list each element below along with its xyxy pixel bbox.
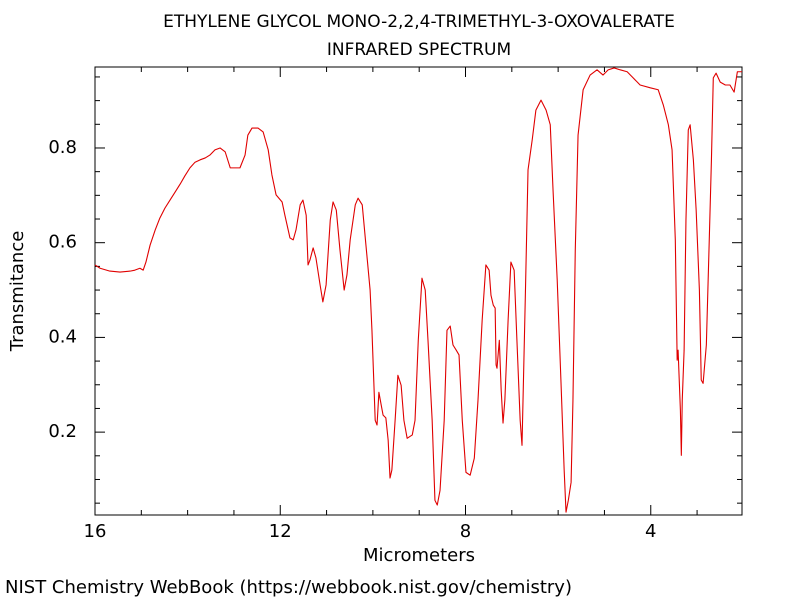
x-tick-label: 12 [269,521,292,542]
x-tick-label: 4 [645,521,656,542]
spectrum-line [94,67,742,513]
x-tick-label: 8 [460,521,471,542]
y-tick-label: 0.2 [48,421,77,442]
x-axis-label: Micrometers [363,545,475,566]
x-tick-label: 16 [84,521,107,542]
chart-subtitle: INFRARED SPECTRUM [327,40,511,60]
y-axis-label: Transmitance [7,231,28,353]
y-tick-label: 0.8 [48,137,77,158]
y-tick-label: 0.6 [48,232,77,253]
source-note: NIST Chemistry WebBook (https://webbook.… [5,577,572,598]
y-tick-label: 0.4 [48,326,77,347]
chart-title: ETHYLENE GLYCOL MONO-2,2,4-TRIMETHYL-3-O… [163,12,675,32]
plot-frame [94,66,743,516]
